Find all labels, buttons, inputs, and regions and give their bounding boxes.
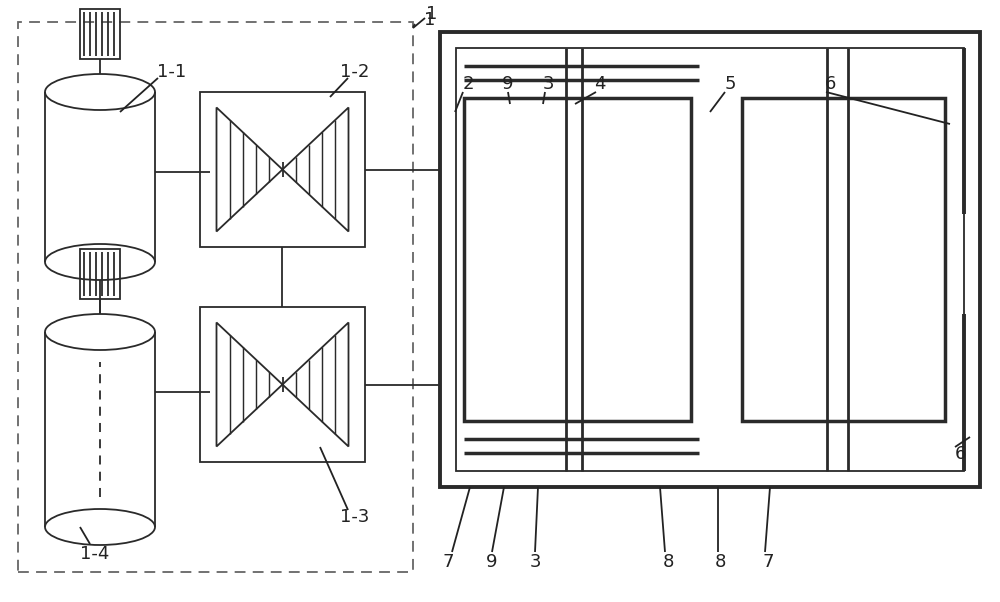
Text: 4: 4 bbox=[594, 75, 606, 93]
Text: 7: 7 bbox=[762, 553, 774, 571]
Text: 3: 3 bbox=[529, 553, 541, 571]
Text: 1-4: 1-4 bbox=[80, 545, 110, 563]
Bar bbox=[80, 249, 120, 299]
Text: 1-1: 1-1 bbox=[157, 63, 187, 81]
Text: 2: 2 bbox=[462, 75, 474, 93]
Bar bbox=[200, 92, 365, 247]
Ellipse shape bbox=[45, 244, 155, 280]
Text: 3: 3 bbox=[542, 75, 554, 93]
Bar bbox=[200, 307, 365, 462]
Bar bbox=[742, 98, 945, 421]
Text: 8: 8 bbox=[714, 553, 726, 571]
Text: 1-3: 1-3 bbox=[340, 508, 370, 526]
Bar bbox=[80, 9, 120, 59]
Bar bbox=[464, 98, 691, 421]
Bar bbox=[440, 32, 980, 487]
Text: 6: 6 bbox=[824, 75, 836, 93]
Text: 9: 9 bbox=[502, 75, 514, 93]
Ellipse shape bbox=[45, 314, 155, 350]
Ellipse shape bbox=[45, 509, 155, 545]
Text: 8: 8 bbox=[662, 553, 674, 571]
Text: 1: 1 bbox=[424, 11, 436, 29]
Ellipse shape bbox=[45, 74, 155, 110]
Text: 5: 5 bbox=[724, 75, 736, 93]
Bar bbox=[18, 22, 413, 572]
Bar bbox=[456, 48, 964, 471]
Text: 6: 6 bbox=[954, 445, 966, 463]
Text: 1-2: 1-2 bbox=[340, 63, 370, 81]
Bar bbox=[18, 22, 413, 572]
Text: 9: 9 bbox=[486, 553, 498, 571]
Text: 7: 7 bbox=[442, 553, 454, 571]
Text: 1: 1 bbox=[426, 5, 438, 23]
